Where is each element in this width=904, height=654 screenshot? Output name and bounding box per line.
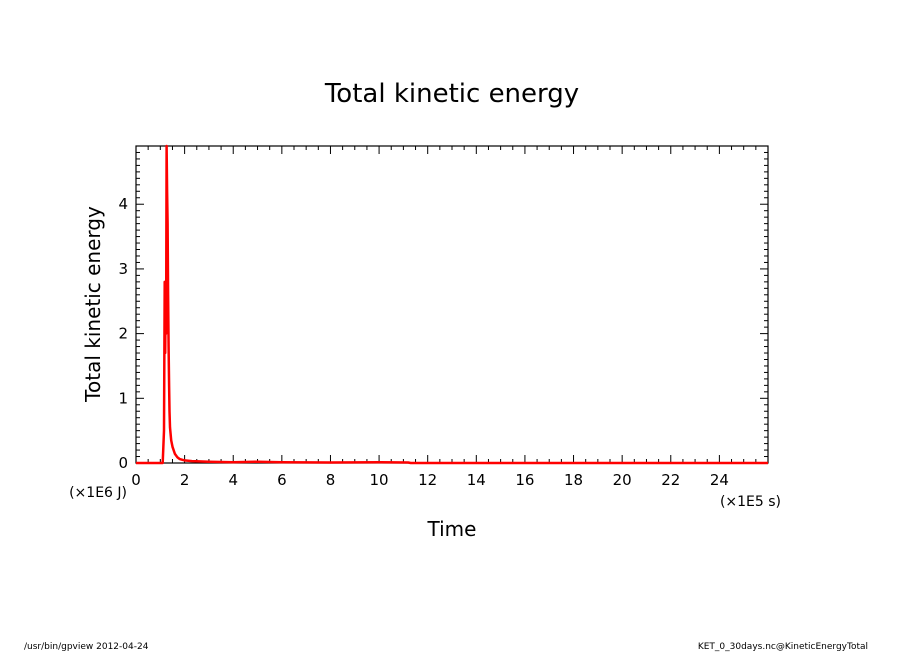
- x-tick-label: 0: [131, 471, 141, 489]
- x-axis-label: Time: [427, 517, 477, 541]
- x-tick-label: 24: [710, 471, 729, 489]
- x-tick-label: 22: [661, 471, 680, 489]
- y-axis: 0 1 2 3 4: [118, 145, 768, 472]
- x-tick-label: 16: [515, 471, 534, 489]
- y-tick-label: 4: [118, 195, 128, 213]
- chart-title: Total kinetic energy: [324, 79, 579, 109]
- footer-right-text: KET_0_30days.nc@KineticEnergyTotal: [697, 642, 868, 652]
- y-axis-label: Total kinetic energy: [81, 206, 105, 403]
- y-tick-label: 2: [118, 325, 128, 343]
- footer-left-text: /usr/bin/gpview 2012-04-24: [24, 642, 149, 652]
- series-line: [136, 144, 768, 465]
- y-axis-unit: (×1E6 J): [69, 485, 127, 501]
- x-tick-label: 2: [180, 471, 190, 489]
- x-tick-label: 14: [467, 471, 486, 489]
- x-tick-label: 18: [564, 471, 583, 489]
- x-tick-label: 20: [613, 471, 632, 489]
- y-tick-label: 1: [118, 389, 128, 407]
- x-tick-label: 8: [326, 471, 336, 489]
- y-tick-label: 3: [118, 260, 128, 278]
- x-tick-label: 10: [370, 471, 389, 489]
- plot-frame: [135, 145, 769, 464]
- plot-border: [135, 145, 769, 464]
- x-tick-label: 4: [228, 471, 238, 489]
- x-axis: 0 2 4 6 8 10 12 14 16 18 20 22 24: [131, 146, 769, 489]
- x-axis-unit: (×1E5 s): [720, 494, 781, 510]
- series-layer: [136, 144, 768, 465]
- x-tick-label: 12: [418, 471, 437, 489]
- x-tick-label: 6: [277, 471, 287, 489]
- y-tick-label: 0: [118, 454, 128, 472]
